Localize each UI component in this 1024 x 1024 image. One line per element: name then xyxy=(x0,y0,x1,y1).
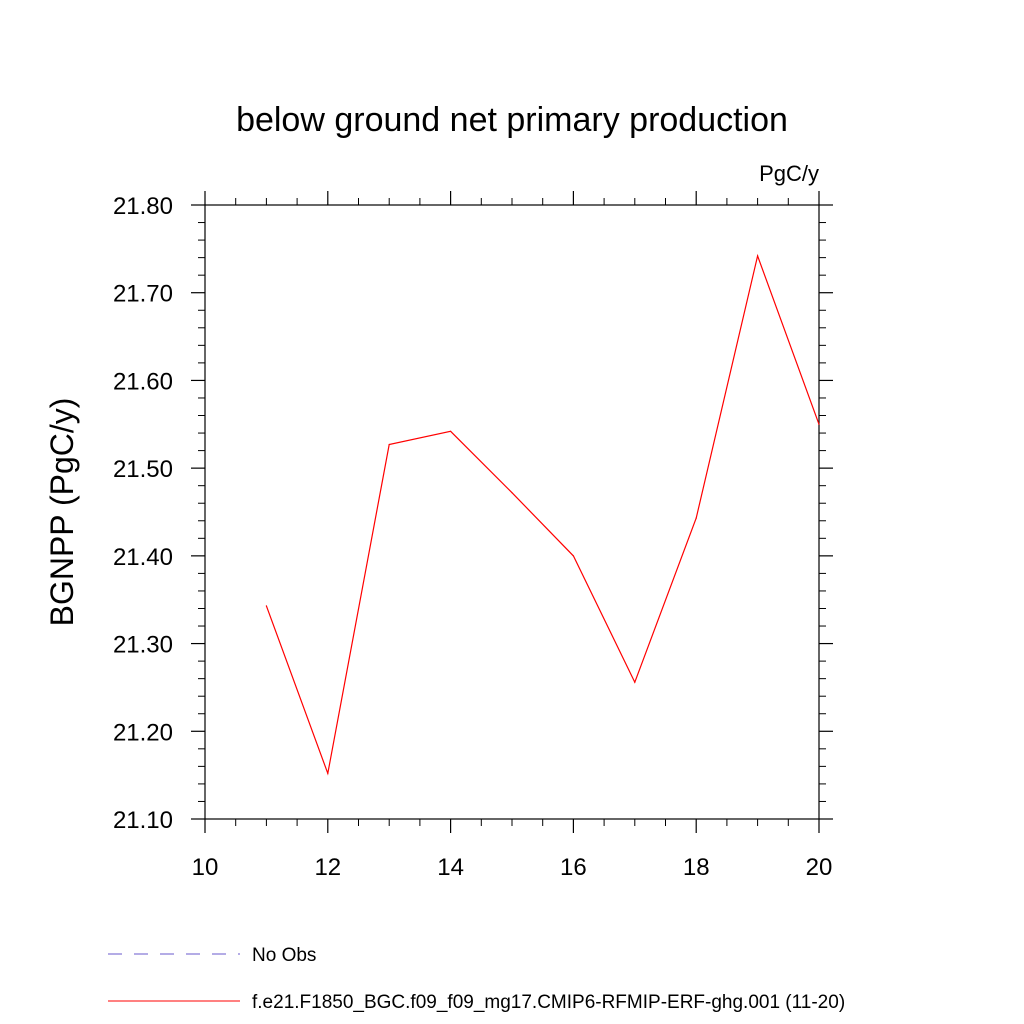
data-point xyxy=(388,443,390,446)
data-point xyxy=(450,430,452,432)
y-axis-label: BGNPP (PgC/y) xyxy=(44,398,80,627)
axes: 10 12 14 16 18 20 21.10 21.20 21.30 21.40 21.50 21.… xyxy=(113,191,833,881)
x-tick-label: 12 xyxy=(314,854,341,881)
y-tick-label: 21.50 xyxy=(113,456,173,483)
x-tick-label: 18 xyxy=(683,854,710,881)
legend-label-1: f.e21.F1850_BGC.f09_f09_mg17.CMIP6-RFMIP… xyxy=(252,992,845,1013)
data-point xyxy=(634,681,636,683)
x-tick-label: 10 xyxy=(192,854,219,881)
y-tick-label: 21.10 xyxy=(113,807,173,834)
x-tick-label: 20 xyxy=(806,854,833,881)
y-tick-label: 21.70 xyxy=(113,281,173,308)
x-tick-label: 14 xyxy=(437,854,464,881)
data-point xyxy=(511,492,513,494)
y-tick-label: 21.20 xyxy=(113,719,173,746)
data-point xyxy=(818,423,820,425)
series-line-0 xyxy=(265,253,820,776)
data-point xyxy=(757,255,759,257)
data-point xyxy=(265,605,267,607)
y-tick-label: 21.30 xyxy=(113,632,173,659)
data-point xyxy=(572,555,575,557)
y-tick-label: 21.60 xyxy=(113,368,173,395)
series-layer xyxy=(265,253,820,776)
legend: No Obs f.e21.F1850_BGC.f09_f09_mg17.CMIP6… xyxy=(108,945,845,1013)
y-tick-label: 21.80 xyxy=(113,193,173,220)
plot-frame xyxy=(204,204,820,820)
data-point xyxy=(327,772,329,774)
data-point xyxy=(695,517,697,519)
units-label: PgC/y xyxy=(759,161,819,186)
x-tick-label: 16 xyxy=(560,854,587,881)
legend-label-0: No Obs xyxy=(252,945,316,966)
y-tick-label: 21.40 xyxy=(113,544,173,571)
chart-title: below ground net primary production xyxy=(236,101,788,139)
